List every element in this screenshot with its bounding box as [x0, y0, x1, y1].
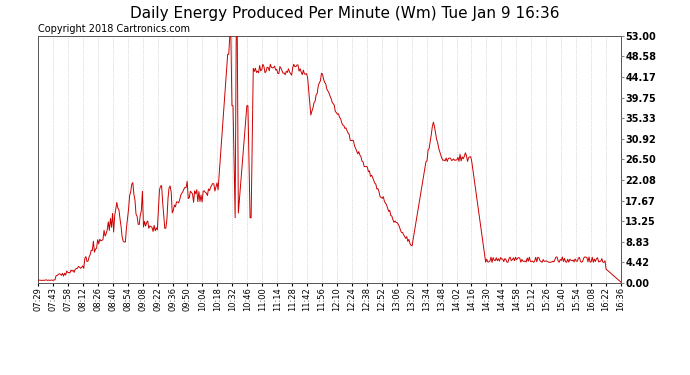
Text: Copyright 2018 Cartronics.com: Copyright 2018 Cartronics.com — [38, 24, 190, 34]
Text: Daily Energy Produced Per Minute (Wm) Tue Jan 9 16:36: Daily Energy Produced Per Minute (Wm) Tu… — [130, 6, 560, 21]
Text: Power Produced  (watts/minute): Power Produced (watts/minute) — [435, 18, 596, 27]
